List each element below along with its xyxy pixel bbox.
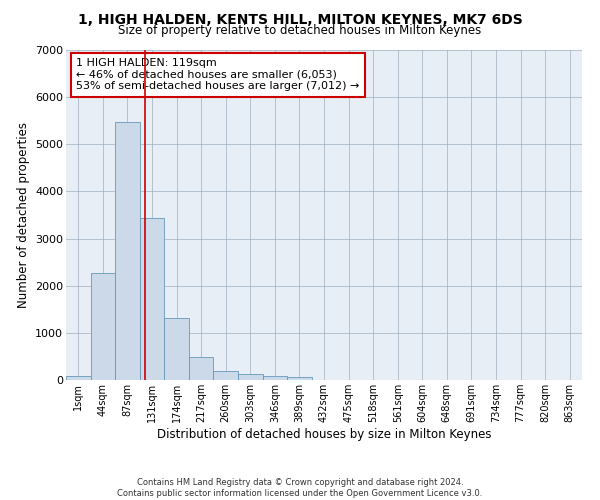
Bar <box>238 374 263 380</box>
Bar <box>140 218 164 380</box>
Bar <box>189 357 214 380</box>
Bar <box>91 272 115 380</box>
Text: 1 HIGH HALDEN: 119sqm
← 46% of detached houses are smaller (6,053)
53% of semi-d: 1 HIGH HALDEN: 119sqm ← 46% of detached … <box>76 58 359 92</box>
Text: 1, HIGH HALDEN, KENTS HILL, MILTON KEYNES, MK7 6DS: 1, HIGH HALDEN, KENTS HILL, MILTON KEYNE… <box>77 12 523 26</box>
Y-axis label: Number of detached properties: Number of detached properties <box>17 122 29 308</box>
Bar <box>164 318 189 380</box>
X-axis label: Distribution of detached houses by size in Milton Keynes: Distribution of detached houses by size … <box>157 428 491 441</box>
Bar <box>66 376 91 380</box>
Bar <box>214 370 238 380</box>
Bar <box>115 122 140 380</box>
Text: Contains HM Land Registry data © Crown copyright and database right 2024.
Contai: Contains HM Land Registry data © Crown c… <box>118 478 482 498</box>
Bar <box>287 378 312 380</box>
Text: Size of property relative to detached houses in Milton Keynes: Size of property relative to detached ho… <box>118 24 482 37</box>
Bar <box>263 376 287 380</box>
